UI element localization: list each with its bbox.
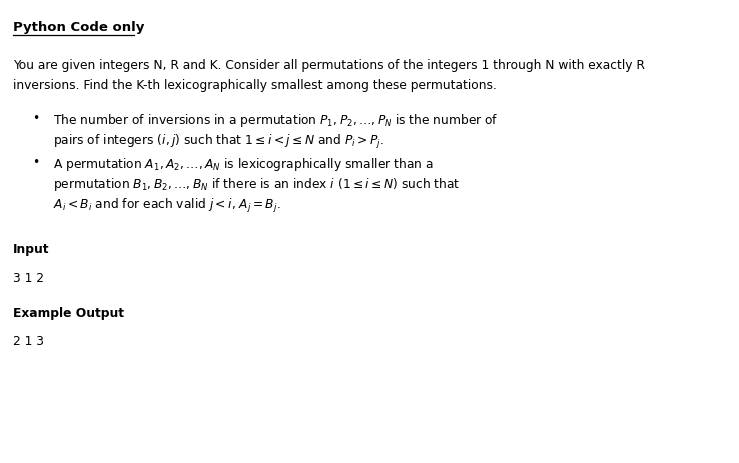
Text: •: • <box>32 112 39 125</box>
Text: 3 1 2: 3 1 2 <box>13 272 44 285</box>
Text: Python Code only: Python Code only <box>13 21 145 34</box>
Text: •: • <box>32 156 39 169</box>
Text: Input: Input <box>13 243 50 256</box>
Text: The number of inversions in a permutation $P_1, P_2, \ldots, P_N$ is the number : The number of inversions in a permutatio… <box>53 112 499 129</box>
Text: A permutation $A_1, A_2, \ldots, A_N$ is lexicographically smaller than a: A permutation $A_1, A_2, \ldots, A_N$ is… <box>53 156 434 173</box>
Text: Example Output: Example Output <box>13 307 124 319</box>
Text: 2 1 3: 2 1 3 <box>13 335 44 348</box>
Text: inversions. Find the K-th lexicographically smallest among these permutations.: inversions. Find the K-th lexicographica… <box>13 79 497 92</box>
Text: $A_i < B_i$ and for each valid $j < i$, $A_j = B_j$.: $A_i < B_i$ and for each valid $j < i$, … <box>53 197 281 215</box>
Text: permutation $B_1, B_2, \ldots, B_N$ if there is an index $i$ $(1 \leq i \leq N)$: permutation $B_1, B_2, \ldots, B_N$ if t… <box>53 176 460 194</box>
Text: You are given integers N, R and K. Consider all permutations of the integers 1 t: You are given integers N, R and K. Consi… <box>13 59 645 72</box>
Text: pairs of integers $(i, j)$ such that $1 \leq i < j \leq N$ and $P_i > P_j$.: pairs of integers $(i, j)$ such that $1 … <box>53 132 384 150</box>
